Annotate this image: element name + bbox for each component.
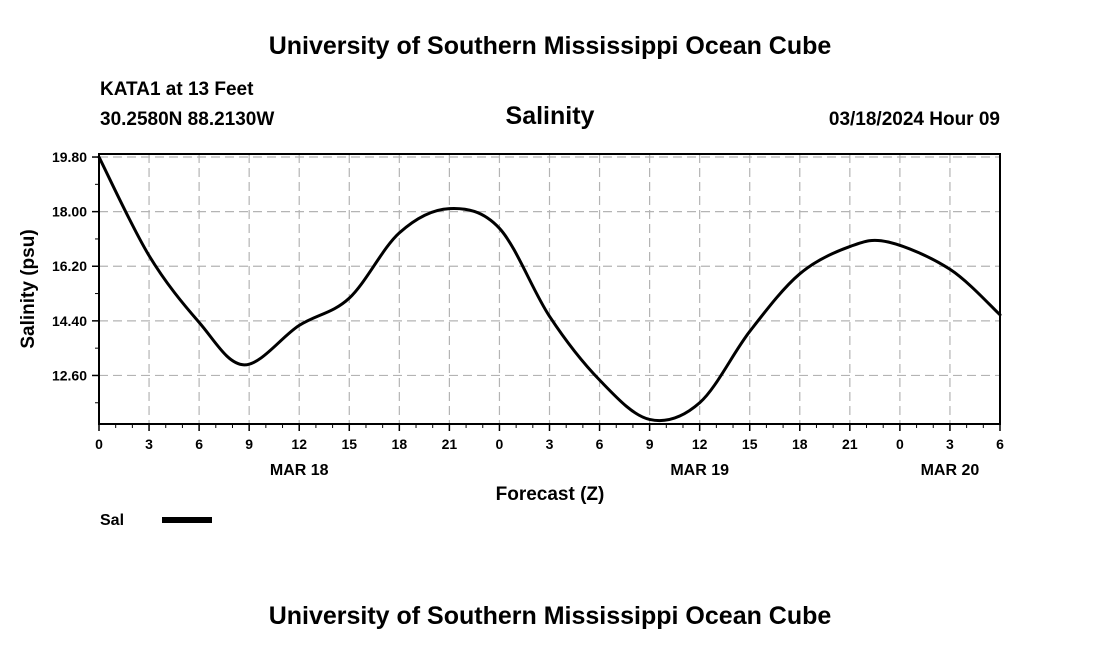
x-tick-label: 0	[95, 436, 103, 452]
x-tick-label: 12	[692, 436, 708, 452]
x-tick-label: 3	[145, 436, 153, 452]
y-tick-labels: 12.60 14.40 16.20 18.00 19.80	[52, 149, 87, 383]
x-tick-label: 15	[341, 436, 357, 452]
station-label: KATA1 at 13 Feet	[100, 79, 254, 100]
date-label: MAR 19	[670, 462, 729, 479]
station-coordinates: 30.2580N 88.2130W	[100, 109, 274, 130]
y-tick-label: 14.40	[52, 313, 87, 329]
date-label: MAR 18	[270, 462, 329, 479]
x-tick-label: 15	[742, 436, 758, 452]
x-tick-label: 9	[245, 436, 253, 452]
x-tick-label: 6	[996, 436, 1004, 452]
chart-title: University of Southern Mississippi Ocean…	[269, 32, 832, 60]
x-tick-label: 6	[195, 436, 203, 452]
x-tick-label: 18	[392, 436, 408, 452]
x-tick-label: 18	[792, 436, 808, 452]
x-tick-label: 9	[646, 436, 654, 452]
forecast-datetime: 03/18/2024 Hour 09	[829, 109, 1000, 130]
x-tick-label: 0	[896, 436, 904, 452]
x-axis-label: Forecast (Z)	[496, 484, 605, 505]
x-tick-label: 3	[546, 436, 554, 452]
y-tick-label: 12.60	[52, 367, 87, 383]
date-label: MAR 20	[921, 462, 980, 479]
variable-title: Salinity	[506, 102, 595, 130]
x-tick-label: 0	[496, 436, 504, 452]
y-tick-label: 16.20	[52, 258, 87, 274]
y-tick-label: 18.00	[52, 204, 87, 220]
y-tick-label: 19.80	[52, 149, 87, 165]
y-axis-label: Salinity (psu)	[18, 229, 39, 348]
series-line-sal	[97, 155, 1002, 423]
x-tick-label: 21	[842, 436, 858, 452]
x-tick-labels: 0 3 6 9 12 15 18 21 0 3 6 9 12 15 18 21 0 3 6	[95, 436, 1004, 452]
axis-ticks	[92, 156, 1001, 431]
grid-lines	[99, 154, 1000, 424]
x-tick-label: 12	[291, 436, 307, 452]
footer-title: University of Southern Mississippi Ocean…	[269, 602, 832, 630]
date-labels: MAR 18 MAR 19 MAR 20	[270, 462, 980, 479]
legend-label: Sal	[100, 512, 124, 529]
x-tick-label: 21	[442, 436, 458, 452]
x-tick-label: 3	[946, 436, 954, 452]
x-tick-label: 6	[596, 436, 604, 452]
